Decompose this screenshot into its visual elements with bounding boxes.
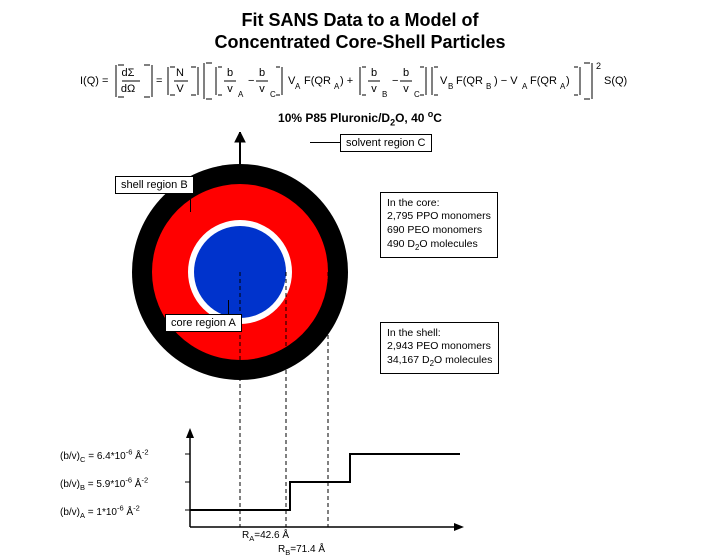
svg-text:v: v — [259, 83, 265, 95]
svg-text:S(Q): S(Q) — [604, 75, 627, 87]
bv-c-label: (b/v)C = 6.4*10-6 Å-2 — [60, 448, 149, 464]
shell-info-l1: In the shell: — [387, 327, 492, 341]
svg-text:dΣ: dΣ — [122, 67, 135, 79]
svg-text:F(QR: F(QR — [304, 75, 331, 87]
svg-text:dΩ: dΩ — [121, 83, 135, 95]
svg-text:V: V — [176, 83, 184, 95]
svg-text:b: b — [403, 67, 409, 79]
svg-text:) +: ) + — [340, 75, 353, 87]
svg-text:F(QR: F(QR — [530, 75, 557, 87]
solvent-label: solvent region C — [340, 134, 432, 152]
core-info-l3: 690 PEO monomers — [387, 224, 491, 238]
core-info-box: In the core: 2,795 PPO monomers 690 PEO … — [380, 192, 498, 258]
svg-text:): ) — [566, 75, 570, 87]
svg-text:) − V: ) − V — [494, 75, 518, 87]
svg-text:N: N — [176, 67, 184, 79]
svg-text:C: C — [414, 90, 420, 99]
svg-text:I(Q) =: I(Q) = — [80, 75, 108, 87]
svg-text:v: v — [227, 83, 233, 95]
core-label: core region A — [165, 314, 242, 332]
svg-text:B: B — [486, 82, 491, 91]
bv-a-label: (b/v)A = 1*10-6 Å-2 — [60, 504, 140, 520]
svg-text:−: − — [248, 75, 254, 87]
svg-text:b: b — [227, 67, 233, 79]
shell-info-l3: 34,167 D2O molecules — [387, 354, 492, 369]
ra-label: RA=42.6 Å — [242, 530, 289, 543]
subtitle-text: 10% P85 Pluronic/D2O, 40 oC — [278, 111, 442, 125]
title-line1: Fit SANS Data to a Model of — [241, 10, 478, 30]
title-line2: Concentrated Core-Shell Particles — [214, 32, 505, 52]
svg-text:A: A — [522, 82, 528, 91]
core-info-l1: In the core: — [387, 197, 491, 211]
svg-text:v: v — [371, 83, 377, 95]
svg-text:v: v — [403, 83, 409, 95]
svg-text:=: = — [156, 75, 162, 87]
svg-text:B: B — [448, 82, 453, 91]
rb-label: RB=71.4 Å — [278, 544, 325, 557]
svg-text:b: b — [259, 67, 265, 79]
shell-label: shell region B — [115, 176, 194, 194]
shell-info-box: In the shell: 2,943 PEO monomers 34,167 … — [380, 322, 499, 375]
svg-text:V: V — [440, 75, 448, 87]
svg-text:B: B — [382, 90, 387, 99]
bv-b-label: (b/v)B = 5.9*10-6 Å-2 — [60, 476, 148, 492]
svg-text:C: C — [270, 90, 276, 99]
equation: I(Q) = dΣ dΩ = N V b v A − b v C V A F(Q… — [80, 59, 640, 103]
svg-text:−: − — [392, 75, 398, 87]
svg-text:A: A — [238, 90, 244, 99]
title: Fit SANS Data to a Model of Concentrated… — [10, 10, 710, 53]
svg-text:F(QR: F(QR — [456, 75, 483, 87]
svg-text:A: A — [295, 82, 301, 91]
svg-text:2: 2 — [596, 61, 601, 71]
subtitle: 10% P85 Pluronic/D2O, 40 oC — [10, 109, 710, 127]
core-info-l4: 490 D2O molecules — [387, 238, 491, 253]
svg-text:b: b — [371, 67, 377, 79]
core-info-l2: 2,795 PPO monomers — [387, 210, 491, 224]
shell-info-l2: 2,943 PEO monomers — [387, 340, 492, 354]
diagram-area: solvent region C shell region B core reg… — [10, 132, 710, 552]
